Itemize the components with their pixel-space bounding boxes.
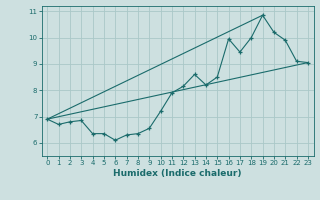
X-axis label: Humidex (Indice chaleur): Humidex (Indice chaleur) bbox=[113, 169, 242, 178]
